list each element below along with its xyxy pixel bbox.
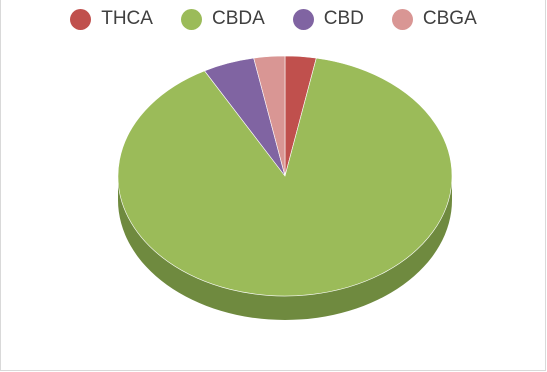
pie-top-faces <box>117 55 453 297</box>
legend-swatch-cbga <box>391 8 413 30</box>
legend-item-cbd: CBD <box>292 8 364 30</box>
legend-swatch-cbd <box>292 8 314 30</box>
pie-side-walls <box>118 176 452 320</box>
legend-item-cbga: CBGA <box>391 8 477 30</box>
legend-swatch-thca <box>70 8 92 30</box>
chart-legend: THCA CBDA CBD CBGA <box>0 8 547 30</box>
legend-item-thca: THCA <box>70 8 153 30</box>
legend-label-cbga: CBGA <box>422 8 477 29</box>
legend-swatch-cbda <box>180 8 202 30</box>
pie-side-cbda <box>118 176 452 320</box>
legend-item-cbda: CBDA <box>180 8 265 30</box>
legend-label-cbda: CBDA <box>211 8 265 29</box>
legend-label-cbd: CBD <box>323 8 364 29</box>
pie-slice-cbga <box>253 55 286 177</box>
legend-label-thca: THCA <box>101 8 153 29</box>
pie-slice-cbda <box>117 57 453 297</box>
